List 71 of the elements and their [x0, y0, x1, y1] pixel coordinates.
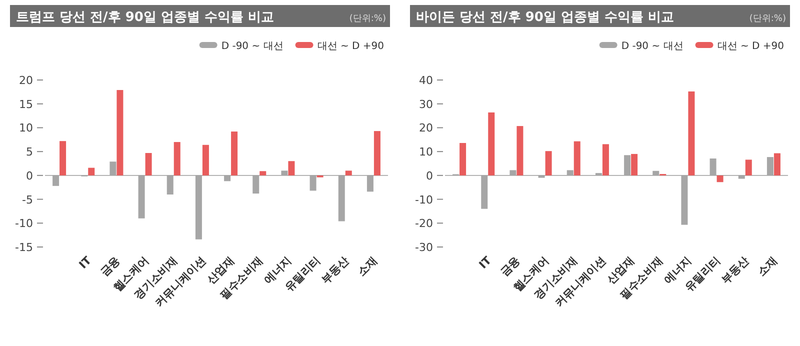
x-tick-label: IT	[476, 254, 494, 272]
legend-label: 대선 ~ D +90	[317, 41, 384, 52]
bar	[345, 170, 352, 176]
bar	[738, 175, 745, 179]
bar	[288, 161, 295, 176]
y-tick-label: 20	[419, 122, 433, 135]
bar	[716, 175, 724, 182]
y-tick-label: 10	[19, 122, 33, 135]
chart-title: 바이든 당선 전/후 90일 업종별 수익률 비교	[416, 10, 674, 25]
bar	[231, 132, 238, 176]
y-tick-label: -10	[415, 193, 433, 206]
bar	[260, 171, 266, 176]
y-tick-label: -5	[22, 193, 33, 206]
bar	[252, 175, 260, 194]
bar	[116, 90, 124, 176]
x-tick-label: 소재	[755, 254, 780, 279]
bar	[138, 175, 145, 218]
bar	[366, 175, 374, 192]
y-tick-label: 5	[26, 146, 33, 159]
bar	[566, 170, 574, 176]
bar	[481, 175, 488, 209]
bar	[174, 142, 180, 176]
bar	[374, 131, 380, 176]
y-tick-label: -10	[15, 217, 33, 230]
chart-subtitle: (단위:%)	[349, 14, 386, 24]
y-tick-label: -15	[15, 241, 33, 254]
bar	[88, 168, 95, 176]
bar	[766, 157, 774, 176]
y-tick-label: -20	[415, 217, 433, 230]
x-tick-label: IT	[76, 254, 94, 272]
bar	[224, 175, 231, 182]
y-tick-label: 40	[419, 74, 433, 87]
bar	[538, 175, 545, 178]
y-tick-label: 20	[19, 74, 33, 87]
bar	[195, 175, 202, 240]
y-tick-label: 15	[19, 98, 33, 111]
y-tick-label: 30	[419, 98, 433, 111]
bar	[681, 175, 688, 225]
bar	[281, 170, 288, 176]
bar	[624, 155, 631, 176]
bar	[202, 144, 209, 176]
bar	[774, 153, 780, 176]
bar	[710, 158, 716, 176]
bar	[166, 175, 174, 195]
legend-label: 대선 ~ D +90	[717, 41, 784, 52]
bar	[338, 175, 345, 222]
bar	[110, 162, 116, 176]
bar	[488, 112, 495, 176]
chart-title: 트럼프 당선 전/후 90일 업종별 수익률 비교	[16, 10, 274, 25]
bar	[310, 175, 316, 191]
y-tick-label: -30	[415, 241, 433, 254]
y-tick-label: 10	[419, 146, 433, 159]
legend-label: D -90 ~ 대선	[221, 41, 284, 52]
bar	[510, 170, 516, 176]
bar	[460, 142, 466, 176]
bar	[631, 154, 638, 176]
bar	[688, 91, 695, 176]
bar	[574, 141, 580, 176]
chart-subtitle: (단위:%)	[749, 14, 786, 24]
bar	[60, 141, 66, 176]
bar	[745, 160, 752, 176]
bar	[602, 144, 609, 176]
legend-label: D -90 ~ 대선	[621, 41, 684, 52]
y-tick-label: 0	[26, 169, 33, 182]
bar	[145, 153, 152, 176]
bar	[545, 151, 552, 176]
x-tick-label: 소재	[355, 254, 380, 279]
bar	[52, 175, 60, 186]
y-tick-label: 0	[426, 169, 433, 182]
bar	[516, 126, 524, 176]
bar	[652, 170, 660, 176]
